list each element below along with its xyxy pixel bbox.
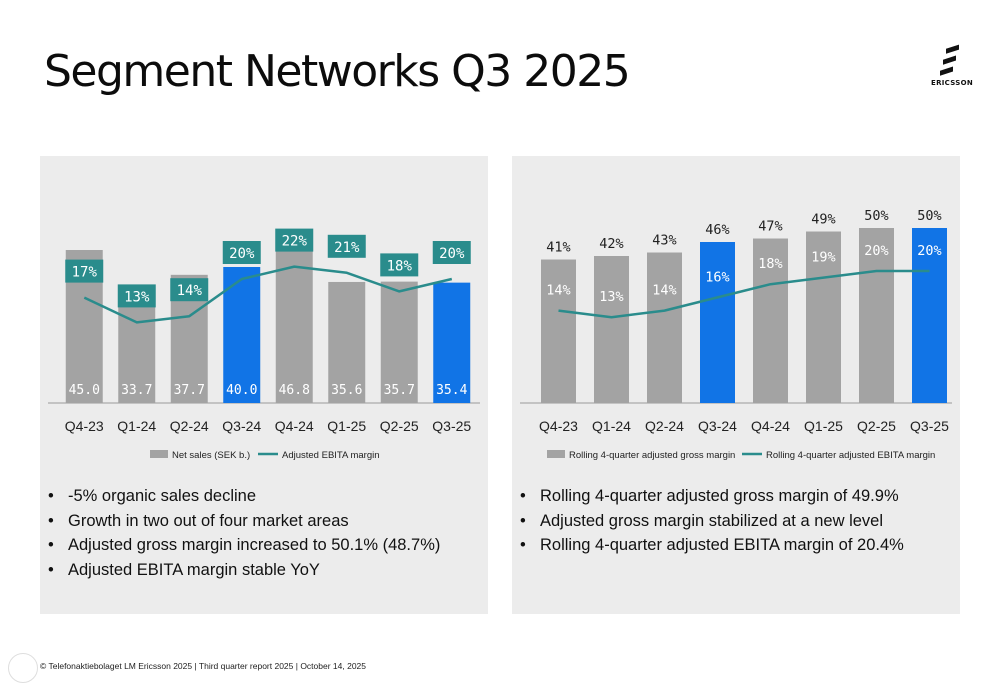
bar-value-label: 40.0 [226, 383, 257, 398]
x-tick-label: Q3-25 [432, 418, 471, 434]
line-label-box [222, 241, 261, 264]
line-label-box [170, 278, 209, 302]
watermark-icon [8, 653, 38, 683]
bar-value-label: 49% [811, 212, 835, 228]
bar-value-label: 35.7 [384, 383, 415, 398]
x-tick-label: Q4-23 [65, 418, 104, 434]
line-label-box [65, 259, 104, 283]
line-label-box [327, 234, 366, 258]
legend-bar-swatch [150, 450, 168, 458]
x-tick-label: Q2-25 [857, 418, 896, 434]
bar-q3-24 [223, 267, 261, 403]
bar-q4-23 [541, 259, 576, 403]
bullet-item: Rolling 4-quarter adjusted gross margin … [512, 484, 904, 509]
x-tick-label: Q2-25 [380, 418, 419, 434]
line-value-label: 19% [811, 250, 835, 266]
bar-q2-25 [380, 281, 418, 403]
x-tick-label: Q1-25 [327, 418, 366, 434]
x-tick-label: Q3-24 [698, 418, 737, 434]
ericsson-logo-icon [940, 44, 959, 76]
x-tick-label: Q2-24 [170, 418, 209, 434]
bar-value-label: 42% [599, 236, 623, 252]
line-value-label: 14% [546, 283, 570, 299]
line-value-label: 20% [917, 243, 941, 259]
bar-value-label: 46.8 [279, 383, 310, 398]
bar-value-label: 50% [864, 208, 888, 224]
bar-q3-25 [912, 228, 947, 403]
left-bullet-list: -5% organic sales decline Growth in two … [40, 484, 440, 582]
x-tick-label: Q3-24 [222, 418, 261, 434]
line-value-label: 18% [758, 256, 782, 272]
gross-margin-panel: 41% Q4-23 42% Q1-24 43% Q2-24 46% Q3-24 47% Q4-24… [512, 156, 960, 614]
bar-value-label: 37.7 [174, 383, 205, 398]
bar-value-label: 43% [652, 233, 676, 249]
x-tick-label: Q4-24 [275, 418, 314, 434]
bar-q1-24 [118, 288, 156, 403]
line-value-label: 18% [387, 258, 413, 274]
line-value-label: 20% [229, 246, 255, 262]
bullet-item: -5% organic sales decline [40, 484, 440, 509]
right-bullet-list: Rolling 4-quarter adjusted gross margin … [512, 484, 904, 558]
bar-q1-25 [328, 281, 366, 403]
bar-value-label: 41% [546, 240, 570, 256]
line-series [83, 265, 453, 324]
bar-value-label: 35.6 [331, 383, 362, 398]
line-series [558, 269, 930, 319]
bullet-item: Adjusted gross margin stabilized at a ne… [512, 509, 904, 534]
line-value-label: 14% [177, 283, 203, 299]
line-value-label: 14% [652, 283, 676, 299]
bar-q4-24 [753, 238, 788, 403]
line-label-box [117, 284, 156, 308]
x-tick-label: Q3-25 [910, 418, 949, 434]
line-label-box [432, 241, 471, 264]
legend-bar-label: Net sales (SEK b.) [172, 450, 250, 461]
x-tick-label: Q1-24 [592, 418, 631, 434]
bar-value-label: 50% [917, 208, 941, 224]
line-value-label: 20% [439, 246, 465, 262]
line-value-label: 22% [282, 234, 308, 250]
bullet-item: Adjusted EBITA margin stable YoY [40, 558, 440, 583]
x-tick-label: Q1-24 [117, 418, 156, 434]
line-value-label: 21% [334, 240, 360, 256]
page-title: Segment Networks Q3 2025 [44, 46, 631, 97]
bar-q1-25 [806, 231, 841, 403]
bar-q1-24 [594, 256, 629, 403]
x-tick-label: Q2-24 [645, 418, 684, 434]
bullet-item: Adjusted gross margin increased to 50.1%… [40, 533, 440, 558]
bullet-item: Rolling 4-quarter adjusted EBITA margin … [512, 533, 904, 558]
bar-q2-24 [647, 252, 682, 403]
bar-value-label: 46% [705, 222, 729, 238]
net-sales-chart: 45.0 Q4-23 33.7 Q1-24 37.7 Q2-24 40.0 Q3-24 46.8… [48, 228, 480, 461]
bar-q2-25 [859, 228, 894, 403]
logo-wordmark: ERICSSON [930, 79, 974, 87]
legend-line-label: Adjusted EBITA margin [282, 450, 380, 461]
line-value-label: 13% [124, 289, 150, 305]
bar-q3-25 [433, 282, 471, 403]
line-value-label: 20% [864, 243, 888, 259]
legend-line-label: Rolling 4-quarter adjusted EBITA margin [766, 450, 935, 461]
line-label-box [275, 228, 314, 252]
bar-value-label: 45.0 [69, 383, 100, 398]
x-tick-label: Q4-23 [539, 418, 578, 434]
bullet-item: Growth in two out of four market areas [40, 509, 440, 534]
line-value-label: 13% [599, 289, 623, 305]
bar-value-label: 33.7 [121, 383, 152, 398]
legend-bar-swatch [547, 450, 565, 458]
bar-q3-24 [700, 242, 735, 403]
x-tick-label: Q4-24 [751, 418, 790, 434]
x-tick-label: Q1-25 [804, 418, 843, 434]
line-value-label: 16% [705, 269, 729, 285]
line-label-box [380, 253, 419, 277]
bar-value-label: 47% [758, 219, 782, 235]
rolling-margin-chart: 41% Q4-23 42% Q1-24 43% Q2-24 46% Q3-24 47% Q4-24… [520, 208, 952, 461]
net-sales-panel: 45.0 Q4-23 33.7 Q1-24 37.7 Q2-24 40.0 Q3-24 46.8… [40, 156, 488, 614]
footer-text: © Telefonaktiebolaget LM Ericsson 2025 |… [40, 661, 367, 671]
legend-bar-label: Rolling 4-quarter adjusted gross margin [569, 450, 735, 461]
line-value-label: 17% [72, 265, 98, 281]
bar-value-label: 35.4 [436, 383, 467, 398]
